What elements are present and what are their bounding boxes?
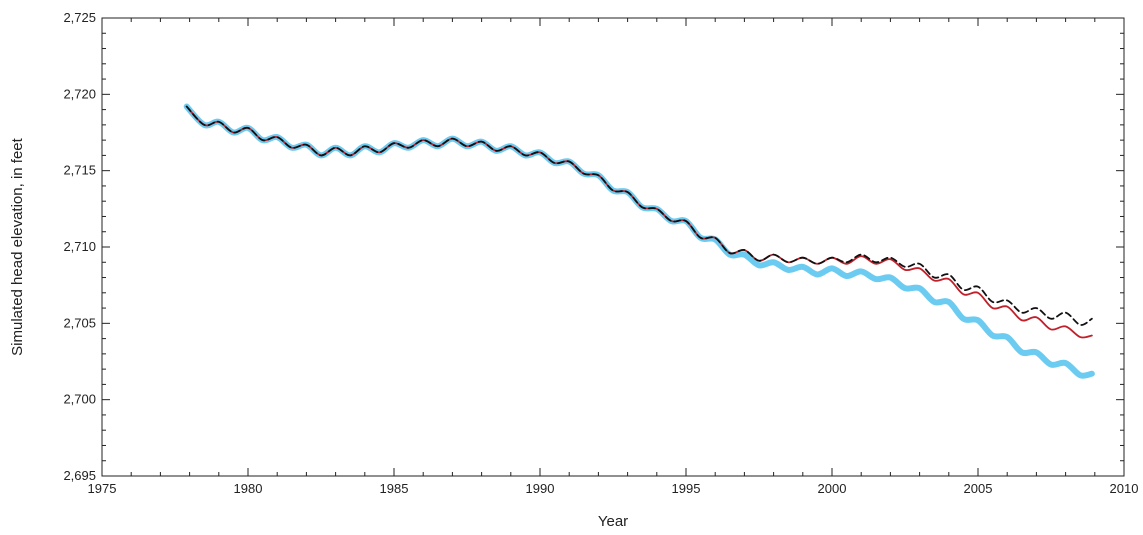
series-line-blue [183,103,1095,379]
tick-labels: 1975 1980 1985 1990 1995 2000 2005 2010 2,695 2,7… [63,10,1138,496]
x-tick-label: 1980 [234,481,263,496]
axis-ticks [101,17,1125,477]
x-tick-label: 1995 [672,481,701,496]
y-axis-title: Simulated head elevation, in feet [9,137,26,355]
y-tick-label: 2,705 [63,315,96,330]
y-tick-label: 2,720 [63,86,96,101]
y-tick-label: 2,700 [63,392,96,407]
x-tick-label: 1985 [380,481,409,496]
x-tick-label: 2010 [1110,481,1139,496]
series-group [183,103,1095,379]
series-line-black-dashed [185,105,1093,326]
y-tick-label: 2,695 [63,468,96,483]
x-axis-title: Year [598,513,628,530]
x-tick-label: 1975 [88,481,117,496]
x-tick-label: 1990 [526,481,555,496]
plot-frame [101,17,1125,477]
y-tick-label: 2,715 [63,163,96,178]
series-line-red [185,105,1093,339]
x-tick-label: 2005 [964,481,993,496]
x-tick-label: 2000 [818,481,847,496]
y-tick-label: 2,710 [63,239,96,254]
y-tick-label: 2,725 [63,10,96,25]
